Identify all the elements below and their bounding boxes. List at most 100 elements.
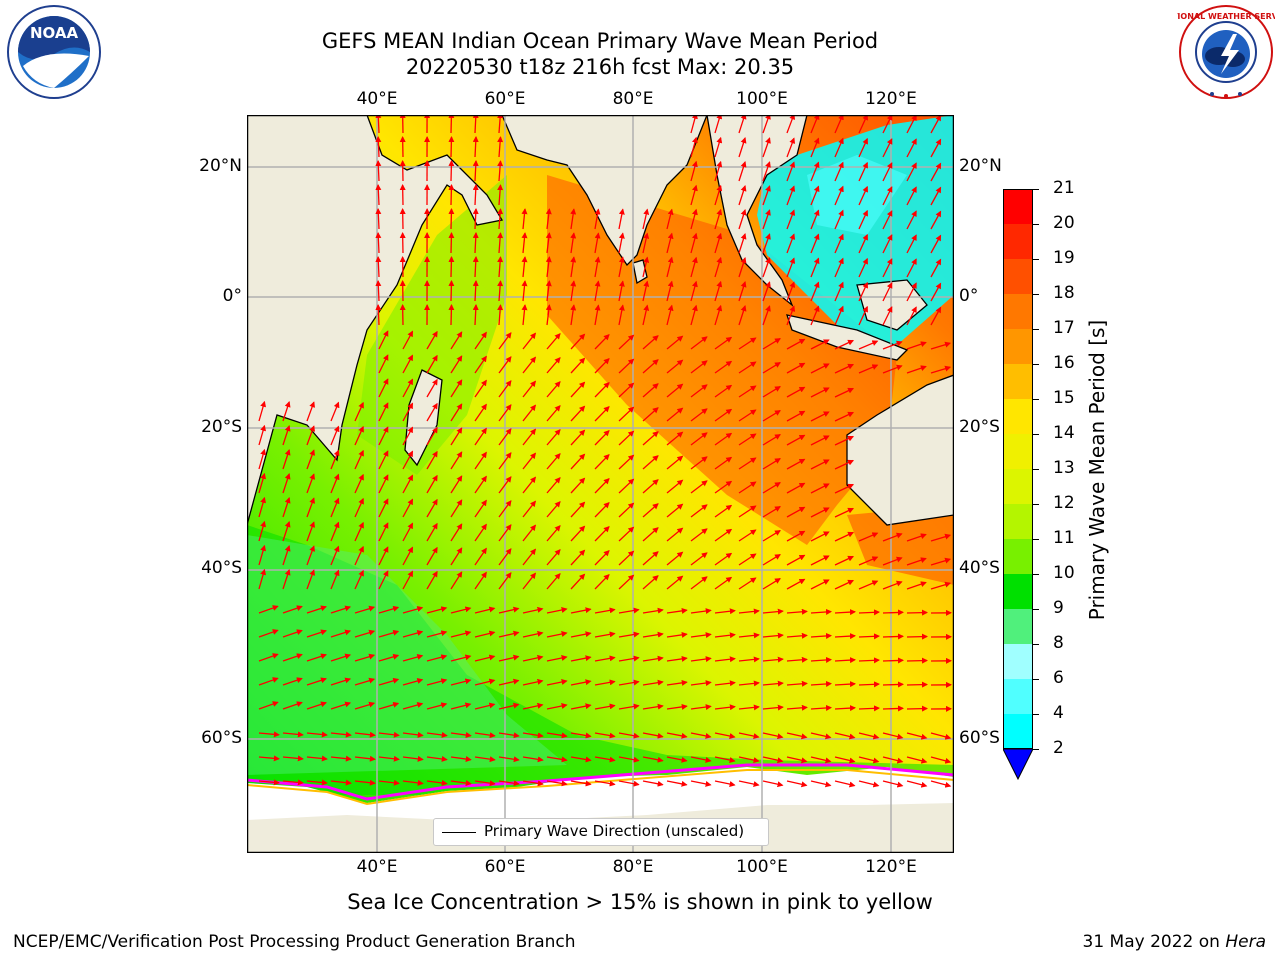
wave-arrow [738, 481, 757, 494]
wave-arrow [714, 360, 733, 374]
wave-arrow [810, 608, 832, 615]
wave-arrow [666, 631, 688, 638]
noaa-logo-text: NOAA [30, 24, 79, 42]
arabian-sea-green [357, 175, 507, 475]
wave-arrow [618, 478, 635, 494]
wave-arrow [354, 425, 364, 446]
wave-arrow [497, 184, 504, 206]
colorbar-tick-label: 20 [1053, 213, 1075, 233]
wave-arrow [375, 160, 382, 182]
wave-arrow [762, 305, 771, 326]
wave-arrow [882, 340, 903, 350]
colorbar-tick-label: 15 [1053, 388, 1075, 408]
wave-arrow [906, 365, 927, 374]
wave-arrow [786, 482, 806, 494]
wave-arrow [545, 232, 552, 254]
wave-arrow [378, 653, 400, 662]
wave-arrow [642, 575, 659, 590]
wave-arrow [810, 507, 830, 518]
wave-arrow [642, 551, 659, 566]
wave-arrow [497, 280, 504, 302]
wave-arrow [762, 680, 784, 687]
wave-arrow [786, 386, 806, 398]
wave-arrow [282, 629, 303, 638]
wave-arrow [546, 477, 561, 494]
wave-arrow [546, 655, 568, 662]
wave-arrow [762, 704, 784, 711]
wave-arrow [906, 115, 917, 134]
wave-arrow [642, 631, 664, 638]
wave-arrow [498, 404, 512, 422]
wave-arrow [330, 497, 340, 518]
wave-arrow [642, 256, 650, 278]
wave-arrow [498, 654, 520, 662]
footer-date-text: 31 May 2022 on [1082, 932, 1226, 952]
wave-arrow [450, 403, 463, 422]
wave-arrow [330, 677, 352, 686]
wave-arrow [450, 523, 463, 542]
wave-arrow [570, 477, 586, 494]
map-border [247, 115, 954, 853]
wave-arrow [714, 136, 723, 158]
wave-arrow [666, 383, 684, 398]
wave-arrow [762, 115, 771, 134]
wave-arrow [522, 332, 537, 350]
wave-arrow [545, 304, 552, 326]
wave-arrow [690, 608, 712, 615]
lon-tick-top: 120°E [865, 89, 917, 109]
colorbar-tick-label: 19 [1053, 248, 1075, 268]
wave-arrow [882, 210, 893, 230]
wave-arrow [546, 607, 568, 614]
lon-tick-bottom: 100°E [736, 857, 788, 877]
wave-arrow [594, 732, 616, 739]
wave-arrow [474, 571, 487, 590]
wave-arrow [378, 605, 400, 614]
wave-arrow [882, 138, 893, 158]
lat-tick-right: 0° [959, 286, 979, 306]
colorbar-segment [1003, 364, 1033, 399]
wave-arrow [594, 381, 610, 398]
wave-arrow [906, 282, 917, 302]
wave-arrow [858, 532, 879, 542]
wave-arrow [354, 731, 376, 738]
wave-arrow [906, 756, 928, 764]
wave-arrow [834, 483, 855, 494]
colorbar-tick-label: 13 [1053, 458, 1075, 478]
wave-arrow [642, 607, 664, 614]
wave-arrow [594, 756, 616, 763]
wave-arrow [858, 281, 868, 302]
wave-arrow [306, 755, 328, 762]
wave-arrow [906, 581, 927, 590]
colorbar-tick-mark [1033, 504, 1039, 505]
wave-arrow [354, 629, 376, 638]
wave-arrow [930, 756, 952, 764]
wave-arrow [882, 580, 903, 590]
wave-arrow [258, 568, 267, 590]
colorbar-tick-mark [1033, 644, 1039, 645]
wave-arrow [834, 657, 856, 664]
wave-arrow [570, 280, 577, 302]
wave-arrow [762, 161, 771, 182]
wave-arrow [642, 479, 659, 494]
wave-arrow [472, 256, 479, 278]
wave-arrow [448, 208, 455, 230]
wave-arrow [474, 499, 487, 518]
wave-arrow [714, 552, 733, 566]
wave-arrow [282, 569, 291, 590]
wave-arrow [618, 756, 640, 763]
wave-arrow [354, 653, 376, 662]
wave-arrow [402, 654, 424, 662]
wave-arrow [402, 402, 414, 422]
wave-arrow [690, 408, 708, 422]
wave-arrow [282, 779, 304, 786]
wave-arrow [594, 208, 601, 230]
wave-arrow [594, 477, 610, 494]
wave-arrow [474, 630, 496, 638]
wave-arrow [714, 528, 733, 542]
wave-arrow [282, 731, 304, 738]
wave-arrow [834, 681, 856, 688]
wave-arrow [834, 555, 855, 566]
wave-arrow [546, 429, 561, 446]
wave-arrow [474, 732, 496, 739]
wave-arrow [522, 572, 537, 590]
